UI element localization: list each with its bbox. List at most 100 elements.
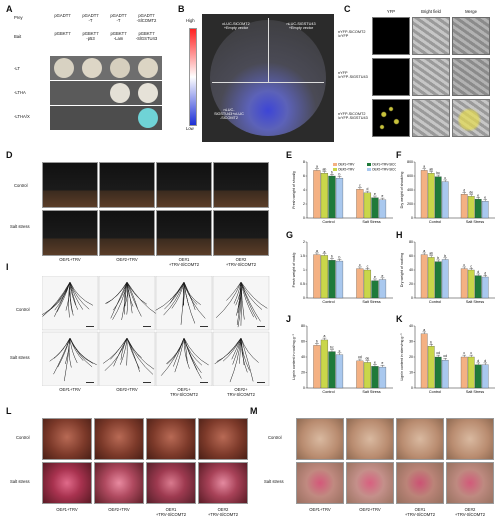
y-tick-label: 0 bbox=[303, 216, 305, 220]
significance-letter: b bbox=[339, 255, 341, 259]
category-label: Control bbox=[322, 220, 334, 224]
root-strand bbox=[53, 337, 71, 359]
y-axis-label: Lignin content in stem/mg g⁻¹ bbox=[400, 333, 404, 381]
root-strand bbox=[171, 281, 185, 309]
root-strand bbox=[112, 281, 128, 311]
bar bbox=[441, 181, 449, 219]
plant-photo bbox=[99, 162, 155, 208]
row-i-salt: Salt stress bbox=[10, 355, 30, 360]
bar bbox=[434, 261, 442, 299]
y-tick-label: 4 bbox=[303, 188, 305, 192]
root-strand bbox=[236, 281, 242, 326]
y-tick-label: 8 bbox=[303, 160, 305, 164]
y-axis-label: Fresh weight of root/g bbox=[292, 253, 296, 288]
col-merge: Merge bbox=[465, 9, 477, 14]
root-strand bbox=[110, 281, 128, 319]
col-m-3: OE#1 +TRV-SlCOMT2 bbox=[404, 507, 436, 517]
col-m-1: OE#1+TRV bbox=[309, 507, 331, 512]
col-i-2: OE#2+TRV bbox=[116, 387, 138, 392]
bar bbox=[313, 170, 321, 219]
panel-label-a: A bbox=[6, 4, 13, 14]
scale-bar bbox=[143, 382, 151, 383]
significance-letter: c bbox=[463, 263, 465, 267]
micrograph bbox=[446, 462, 494, 504]
colony bbox=[138, 83, 158, 103]
significance-letter: b bbox=[331, 170, 333, 174]
significance-letter: d bbox=[366, 187, 368, 191]
colony bbox=[110, 83, 130, 103]
col-yfp: YFP bbox=[386, 9, 396, 14]
significance-letter: ab bbox=[323, 168, 327, 172]
quadrant-label-1: cLUC-SlCOMT2 +Empty vector bbox=[222, 22, 250, 31]
col-m-2: OE#2+TRV bbox=[359, 507, 381, 512]
y-axis-label: Dry weight of root/mg bbox=[400, 253, 404, 287]
root-strand bbox=[233, 281, 242, 304]
bar bbox=[460, 268, 468, 299]
significance-letter: d bbox=[484, 359, 486, 363]
scale-bar bbox=[143, 326, 151, 327]
root-strand bbox=[126, 281, 138, 309]
scale-bar bbox=[257, 326, 265, 327]
micrograph bbox=[396, 418, 444, 460]
significance-letter: a bbox=[323, 250, 325, 254]
bar bbox=[441, 359, 449, 389]
colony bbox=[110, 58, 130, 78]
legend-swatch bbox=[333, 168, 337, 171]
row-d-control: Control bbox=[14, 183, 28, 188]
significance-letter: b bbox=[437, 256, 439, 260]
panel-label-d: D bbox=[6, 150, 13, 160]
significance-letter: cd bbox=[436, 351, 440, 355]
bar bbox=[328, 175, 336, 219]
root-strand bbox=[183, 337, 203, 366]
root-strand bbox=[120, 337, 128, 365]
bar bbox=[371, 280, 379, 299]
category-label: Control bbox=[322, 300, 334, 304]
y-tick-label: 40 bbox=[409, 268, 413, 272]
y-tick-label: 60 bbox=[301, 340, 305, 344]
micrograph bbox=[396, 462, 444, 504]
micrograph bbox=[346, 462, 394, 504]
root-strand bbox=[110, 337, 128, 360]
plate-lthax bbox=[50, 106, 162, 130]
col-l-1: OE#1+TRV bbox=[56, 507, 78, 512]
significance-letter: e bbox=[477, 193, 479, 197]
row-d-salt: Salt stress bbox=[10, 224, 30, 229]
legend-swatch bbox=[367, 168, 371, 171]
root-strand bbox=[54, 281, 71, 311]
significance-letter: e bbox=[382, 274, 384, 278]
colony-blue bbox=[138, 108, 158, 128]
y-tick-label: 40 bbox=[301, 355, 305, 359]
significance-letter: e bbox=[374, 192, 376, 196]
root-strand bbox=[126, 281, 142, 317]
bar bbox=[427, 346, 435, 389]
root-strand bbox=[113, 337, 128, 367]
y-tick-label: 1 bbox=[303, 268, 305, 272]
colony bbox=[138, 58, 158, 78]
significance-letter: c bbox=[444, 176, 446, 180]
bar bbox=[481, 364, 489, 389]
y-tick-label: 20 bbox=[409, 355, 413, 359]
row-m-control: Control bbox=[268, 435, 282, 440]
plant-photo bbox=[99, 210, 155, 256]
micrograph bbox=[146, 418, 196, 460]
y-tick-label: 80 bbox=[301, 324, 305, 328]
scale-bar bbox=[86, 382, 94, 383]
merge-image-2 bbox=[452, 58, 490, 96]
significance-letter: d bbox=[463, 189, 465, 193]
root-strand bbox=[126, 337, 140, 369]
root-strand bbox=[232, 337, 242, 365]
prey-1: pGADT7 bbox=[54, 13, 71, 18]
legend-entry: OE#1+TRV bbox=[338, 163, 355, 167]
scale-bar bbox=[257, 382, 265, 383]
micrograph bbox=[42, 462, 92, 504]
micrograph bbox=[346, 418, 394, 460]
root-strand bbox=[57, 337, 71, 368]
y-tick-label: 400 bbox=[407, 188, 413, 192]
bar bbox=[467, 196, 475, 219]
bar bbox=[320, 173, 329, 219]
panel-label-i: I bbox=[6, 262, 9, 272]
panel-label-l: L bbox=[6, 406, 12, 416]
root-strand bbox=[124, 281, 128, 307]
micrograph bbox=[94, 418, 144, 460]
root-strand bbox=[69, 281, 90, 310]
